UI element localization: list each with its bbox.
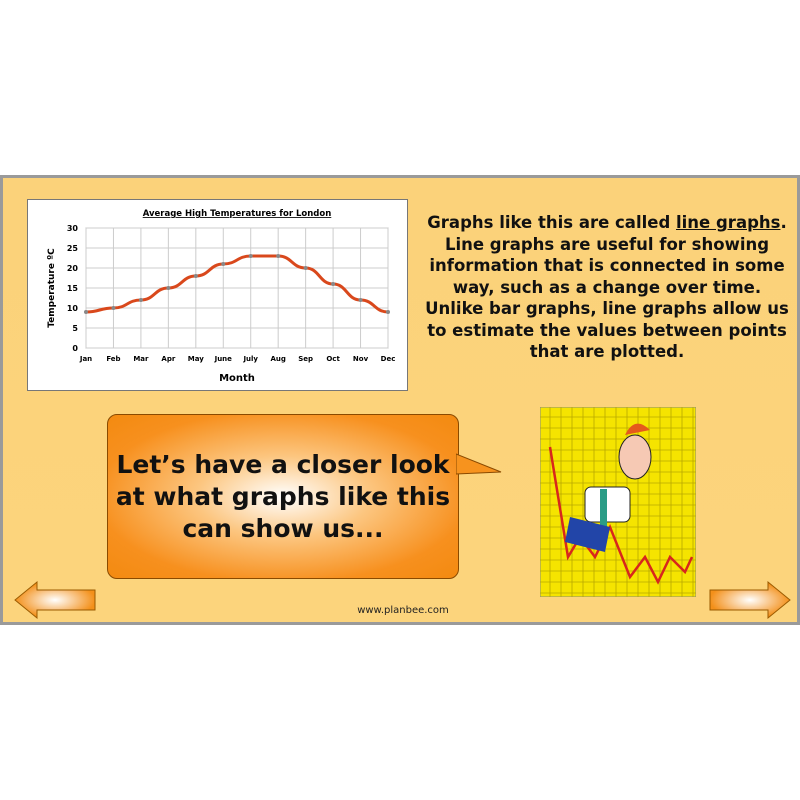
footer-url[interactable]: www.planbee.com [357,605,449,616]
x-tick-label: June [214,355,233,363]
explanation-text: Graphs like this are called line graphs.… [421,212,793,363]
data-point [276,254,281,258]
x-tick-label: Dec [381,355,396,363]
x-axis-label: Month [219,373,255,384]
y-tick-label: 10 [67,304,79,313]
y-axis-label: Temperature ºC [47,248,57,328]
data-point [138,298,143,302]
x-tick-label: Jan [79,355,92,363]
line-chart: 0 5 10 15 20 25 30 Jan Feb Mar Apr May June July Aug Se… [27,199,408,391]
speech-bubble-tail [456,453,502,475]
arrow-left-icon[interactable] [13,580,97,620]
y-tick-label: 30 [67,224,79,233]
x-tick-label: Mar [133,355,149,363]
text-part: . Line graphs are useful for showing inf… [425,213,789,361]
x-tick-label: Apr [161,355,175,363]
y-tick-label: 25 [67,244,79,253]
arrow-right-icon[interactable] [708,580,792,620]
data-point [248,254,253,258]
chart-svg: 0 5 10 15 20 25 30 Jan Feb Mar Apr May June July Aug Se… [47,209,396,384]
data-point [111,306,116,310]
x-tick-label: Feb [106,355,120,363]
data-point [84,310,88,314]
data-point [331,282,336,286]
data-point [221,262,226,266]
x-tick-label: Sep [298,355,313,363]
speech-bubble: Let’s have a closer look at what graphs … [107,414,459,579]
data-point [303,266,308,270]
series-line [85,254,389,314]
x-tick-label: Aug [270,355,285,363]
data-point [193,274,198,278]
chart-title: Average High Temperatures for London [143,209,332,219]
slide: 0 5 10 15 20 25 30 Jan Feb Mar Apr May June July Aug Se… [0,175,800,625]
y-tick-label: 20 [67,264,79,273]
x-tick-label: May [188,355,204,363]
x-tick-label: Nov [353,355,369,363]
y-tick-label: 0 [72,344,78,353]
text-part: Graphs like this are called [427,213,676,232]
data-point [386,310,390,314]
x-tick-label: July [242,355,258,363]
data-point [358,298,363,302]
line-graphs-term: line graphs [676,213,781,232]
y-tick-label: 15 [67,284,79,293]
cartoon-man-on-graph-image [540,407,696,597]
bubble-text: Let’s have a closer look at what graphs … [115,449,451,543]
data-point [166,286,171,290]
x-tick-label: Oct [326,355,340,363]
y-tick-label: 5 [72,324,78,333]
